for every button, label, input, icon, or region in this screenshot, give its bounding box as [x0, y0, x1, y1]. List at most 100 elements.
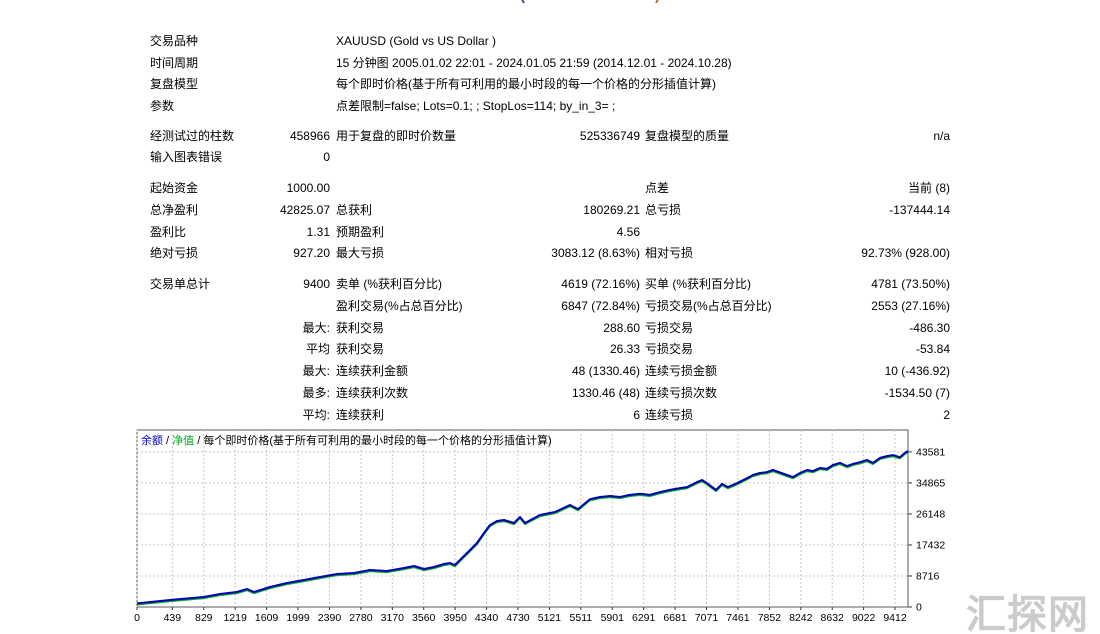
x-axis-label: 3560: [412, 612, 436, 624]
row-value: 1000.00: [286, 181, 330, 196]
table-row: 复盘模型 每个即时价格(基于所有可利用的最小时段的每一个价格的分形插值计算): [0, 74, 1100, 96]
row-value: 9400: [303, 277, 330, 292]
row-label: 预期盈利: [336, 224, 385, 239]
row-value: 2553 (27.16%): [871, 299, 950, 314]
row-value: 10 (-436.92): [884, 364, 950, 379]
row-label: [150, 383, 265, 405]
row-label: [336, 178, 516, 200]
x-axis-label: 8632: [821, 612, 845, 624]
table-row: 交易单总计 9400 卖单 (%获利百分比) 4619 (72.16%) 买单 (%获利…: [0, 274, 1100, 296]
row-value: [516, 178, 640, 200]
table-row: 平均: 连续获利 6 连续亏损 2: [0, 405, 1100, 427]
row-value: 平均:: [302, 407, 330, 422]
row-label: 连续获利: [336, 407, 385, 422]
row-value: 180269.21: [583, 202, 640, 217]
section-spacer: [0, 169, 1100, 178]
row-value: [825, 222, 950, 244]
y-axis-label: 8716: [916, 570, 940, 582]
x-axis-label: 439: [164, 612, 182, 624]
table-row: 盈利比 1.31 预期盈利 4.56: [0, 222, 1100, 244]
x-axis-label: 1999: [286, 612, 310, 624]
legend-separator: /: [194, 435, 204, 447]
row-value: 927.20: [293, 246, 330, 261]
title-paren-right: ): [655, 0, 660, 6]
row-text: 每个即时价格(基于所有可利用的最小时段的每一个价格的分形插值计算): [336, 77, 716, 92]
x-axis-label: 4730: [506, 612, 530, 624]
x-axis-label: 2780: [349, 612, 373, 624]
legend-equity-label: 净值: [172, 435, 195, 447]
balance-curve-svg: 0 439 829 1219 1609 1999 2390 2780 3170 3560 3950 4…: [134, 429, 945, 624]
row-label: 总净盈利: [150, 202, 199, 217]
x-axis-label: 5511: [570, 612, 593, 624]
equity-line: [136, 451, 909, 606]
row-label: [150, 339, 265, 361]
row-label: 亏损交易: [645, 342, 694, 357]
row-value: 4.56: [616, 224, 640, 239]
x-axis-label: 9022: [852, 612, 876, 624]
row-label: 获利交易: [336, 320, 385, 335]
table-row: 最大: 连续获利金额 48 (1330.46) 连续亏损金额 10 (-436.92): [0, 361, 1100, 383]
row-label: 连续获利金额: [336, 364, 409, 379]
row-value: 525336749: [579, 128, 640, 143]
row-label: 连续亏损次数: [645, 385, 718, 400]
row-label: 经测试过的柱数: [150, 128, 235, 143]
statistics-table: 交易品种 XAUUSD (Gold vs US Dollar ) 时间周期 15 分钟…: [0, 31, 1100, 426]
row-label: 连续亏损: [645, 407, 694, 422]
row-value: [516, 147, 640, 169]
section-spacer: [0, 118, 1100, 126]
row-label: [150, 318, 265, 340]
row-value: [825, 147, 950, 169]
row-value: 6847 (72.84%): [561, 299, 640, 314]
table-row: 时间周期 15 分钟图 2005.01.02 22:01 - 2024.01.05…: [0, 53, 1100, 75]
table-row: 起始资金 1000.00 点差 当前 (8): [0, 178, 1100, 200]
row-label: [150, 296, 265, 318]
row-value: 最大:: [302, 364, 330, 379]
x-axis-label: 829: [195, 612, 213, 624]
x-axis-label: 5901: [601, 612, 625, 624]
row-value: [265, 296, 330, 318]
row-label: 交易品种: [150, 34, 199, 48]
x-axis-label: 2390: [318, 612, 342, 624]
row-label: [336, 147, 516, 169]
row-label: 卖单 (%获利百分比): [336, 277, 442, 292]
table-row: 绝对亏损 927.20 最大亏损 3083.12 (8.63%) 相对亏损 92.73% …: [0, 243, 1100, 265]
row-value: -137444.14: [889, 202, 950, 217]
row-label: 参数: [150, 99, 175, 114]
table-row: 盈利交易(%占总百分比) 6847 (72.84%) 亏损交易(%占总百分比) 255…: [0, 296, 1100, 318]
row-value: 最多:: [302, 385, 330, 400]
y-axis-label: 26148: [916, 508, 945, 520]
row-value: 最大:: [302, 320, 330, 335]
table-row: 最多: 连续获利次数 1330.46 (48) 连续亏损次数 -1534.50 (7): [0, 383, 1100, 405]
row-value: [265, 96, 330, 118]
row-text: 15 分钟图 2005.01.02 22:01 - 2024.01.05 21:…: [336, 55, 732, 70]
row-label: 获利交易: [336, 342, 385, 357]
x-axis-label: 1219: [223, 612, 247, 624]
row-label: 交易单总计: [150, 277, 211, 292]
row-value: 458966: [289, 128, 330, 143]
y-axis-label: 43581: [916, 446, 945, 458]
x-axis-label: 8242: [789, 612, 813, 624]
balance-line: [136, 450, 909, 605]
row-label: 绝对亏损: [150, 246, 199, 261]
row-label: 连续获利次数: [336, 385, 409, 400]
row-label: [150, 405, 265, 427]
row-value: [265, 74, 330, 96]
row-label: [645, 147, 825, 169]
row-value: [265, 31, 330, 53]
table-row: 输入图表错误 0: [0, 147, 1100, 169]
row-value: 4781 (73.50%): [871, 277, 950, 292]
row-label: 连续亏损金额: [645, 364, 718, 379]
table-row: 最大: 获利交易 288.60 亏损交易 -486.30: [0, 318, 1100, 340]
row-label: 亏损交易: [645, 320, 694, 335]
table-row: 交易品种 XAUUSD (Gold vs US Dollar ): [0, 31, 1100, 53]
row-value: -1534.50 (7): [884, 385, 950, 400]
row-value: 92.73% (928.00): [861, 246, 950, 261]
row-value: 1330.46 (48): [571, 385, 640, 400]
x-axis-label: 1609: [255, 612, 279, 624]
row-label: 输入图表错误: [150, 150, 223, 165]
row-label: 复盘模型的质量: [645, 128, 730, 143]
y-axis-label: 0: [916, 602, 922, 614]
row-label: [150, 361, 265, 383]
x-axis-label: 7461: [726, 612, 750, 624]
x-axis-label: 4340: [475, 612, 499, 624]
